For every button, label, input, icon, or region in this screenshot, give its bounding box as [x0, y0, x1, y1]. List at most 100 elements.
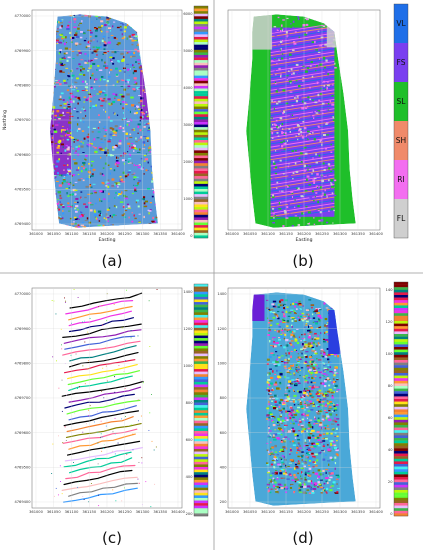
segment [331, 458, 334, 461]
class-pixel [297, 187, 300, 190]
class-pixel [311, 190, 314, 193]
segment [41, 173, 43, 175]
colorbar-stripe [194, 302, 208, 305]
segment [67, 168, 70, 170]
segment [97, 210, 102, 213]
scatter-dot [103, 444, 105, 446]
class-pixel [293, 94, 296, 97]
segment [303, 339, 306, 341]
segment [320, 352, 323, 354]
colorbar-stripe [394, 456, 408, 459]
segment [154, 196, 156, 199]
segment [276, 314, 279, 317]
segment [330, 391, 335, 394]
class-pixel [330, 179, 334, 182]
segment [284, 401, 286, 403]
colorbar-stripe [194, 49, 208, 53]
segment [277, 306, 281, 308]
segment [38, 37, 41, 39]
segment [279, 320, 282, 323]
segment [111, 185, 115, 187]
segment [293, 330, 296, 333]
segment [300, 396, 303, 399]
segment [268, 419, 270, 421]
segment [270, 389, 274, 391]
segment [59, 201, 61, 204]
segment [119, 180, 121, 182]
segment [75, 87, 78, 89]
segment [315, 322, 319, 325]
class-pixel [273, 107, 275, 110]
segment [176, 91, 179, 92]
segment [293, 470, 297, 473]
colorbar-stripe [394, 370, 408, 374]
segment [100, 138, 103, 141]
x-tick-label: 361050 [47, 510, 61, 514]
colorbar-stripe [194, 474, 208, 478]
class-pixel [298, 220, 300, 222]
segment [58, 158, 61, 161]
segment [284, 389, 287, 391]
y-tick-label: 4769800 [14, 362, 31, 366]
segment [33, 24, 35, 25]
segment [286, 386, 289, 389]
segment [336, 317, 339, 319]
segment [170, 130, 173, 132]
segment [88, 221, 92, 224]
ridge-line [64, 393, 135, 409]
colorbar-stripe [394, 490, 408, 493]
class-pixel [285, 64, 289, 66]
segment [288, 357, 290, 361]
segment [322, 469, 325, 473]
ridge-line [63, 410, 139, 427]
class-pixel [317, 30, 320, 32]
class-pixel [277, 209, 280, 211]
segment [275, 378, 279, 380]
segment [155, 59, 158, 61]
ridge-line [65, 464, 136, 480]
segment [122, 127, 125, 130]
segment [299, 313, 302, 315]
segment [312, 317, 316, 319]
y-tick-label: 400 [220, 466, 228, 470]
colorbar-tick-label: 20 [388, 480, 393, 484]
segment [107, 76, 111, 78]
class-pixel [288, 58, 291, 60]
segment [285, 473, 288, 476]
segment [50, 82, 51, 85]
scatter-dot [121, 500, 123, 502]
colorbar-stripe [194, 109, 208, 112]
scatter-dot [81, 321, 83, 323]
segment [99, 227, 101, 228]
segment [152, 74, 155, 76]
ridge-line [68, 386, 142, 403]
segment [99, 172, 102, 175]
x-tick-label: 361400 [171, 232, 185, 236]
segment [279, 448, 284, 451]
segment [289, 369, 293, 372]
segment [295, 350, 297, 351]
segment [168, 221, 169, 222]
segment [266, 299, 269, 301]
segment [43, 187, 44, 189]
segment [328, 472, 331, 474]
segment [267, 432, 270, 434]
segment [168, 128, 171, 129]
scatter-dot [98, 505, 100, 507]
segment [298, 447, 303, 449]
class-pixel [325, 224, 329, 227]
segment [150, 14, 154, 15]
segment [74, 21, 76, 24]
segment [297, 302, 302, 306]
class-pixel [276, 29, 279, 31]
segment [36, 49, 38, 50]
segment [330, 440, 334, 442]
segment [147, 130, 151, 133]
colorbar-stripe [194, 356, 208, 359]
segment [60, 92, 64, 95]
segment [62, 40, 65, 42]
segment [63, 129, 67, 131]
segment [92, 146, 95, 148]
segment [137, 88, 139, 90]
segment [299, 417, 301, 421]
